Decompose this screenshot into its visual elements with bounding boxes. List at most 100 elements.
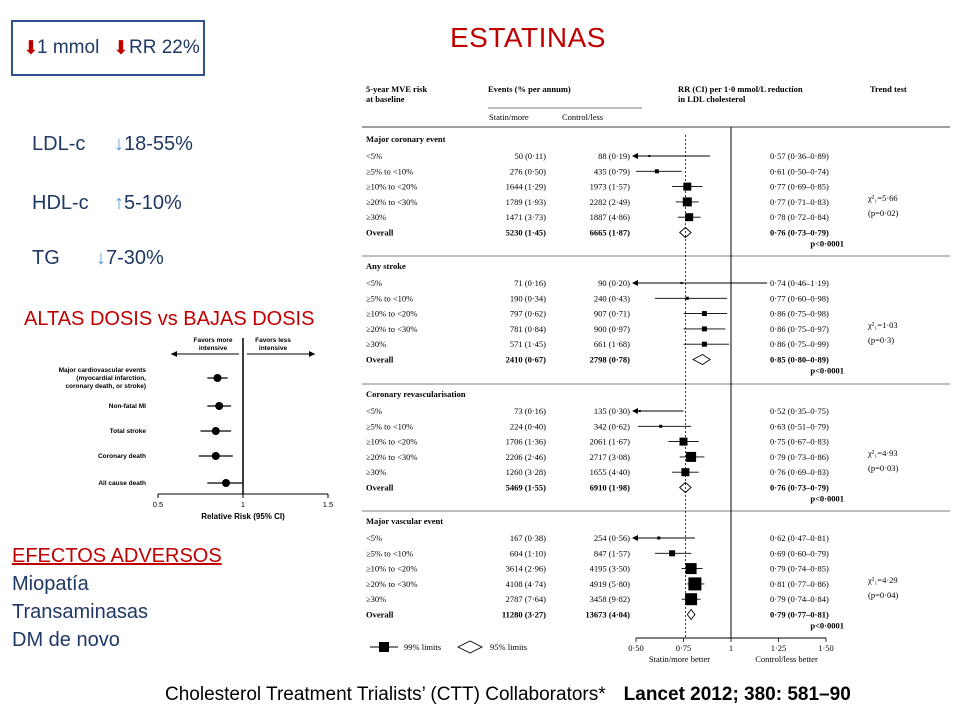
statin-events: 1789 (1·93) bbox=[506, 197, 547, 207]
statin-events: 71 (0·16) bbox=[514, 278, 546, 288]
citation-reference: Lancet 2012; 380: 581–90 bbox=[623, 684, 851, 705]
point-estimate bbox=[685, 563, 697, 575]
favors-right-label: intensive bbox=[259, 345, 288, 352]
trend-p: (p=0·3) bbox=[868, 335, 894, 345]
rr-ci: 0·76 (0·73–0·79) bbox=[770, 483, 829, 493]
trend-p: (p=0·03) bbox=[868, 463, 898, 473]
rr-ci: 0·74 (0·46–1·19) bbox=[770, 278, 829, 288]
header-rr: RR (CI) per 1·0 mmol/L reduction bbox=[678, 84, 803, 94]
x-tick-label: 0·50 bbox=[628, 643, 644, 653]
statin-events: 3614 (2·96) bbox=[506, 564, 547, 574]
overall-diamond bbox=[692, 353, 711, 366]
citation: Cholesterol Treatment Trialists’ (CTT) C… bbox=[165, 684, 851, 706]
rr-ci: 0·63 (0·51–0·79) bbox=[770, 421, 829, 431]
row-label: All cause death bbox=[98, 480, 146, 487]
legend-diamond-icon bbox=[456, 640, 484, 654]
rr-ci: 0·76 (0·73–0·79) bbox=[770, 228, 829, 238]
rr-ci: 0·75 (0·67–0·83) bbox=[770, 437, 829, 447]
adverse-effects-title: EFECTOS ADVERSOS bbox=[12, 545, 222, 567]
control-events: 1655 (4·40) bbox=[590, 467, 631, 477]
axis-right-label: Control/less better bbox=[755, 654, 818, 664]
rr-ci: 0·57 (0·36–0·89) bbox=[770, 151, 829, 161]
section-title: Any stroke bbox=[366, 261, 406, 271]
row-label: Coronary death bbox=[98, 453, 146, 460]
lipid-name: TG bbox=[32, 247, 60, 269]
header-risk: 5-year MVE risk bbox=[366, 84, 427, 94]
control-events: 6910 (1·98) bbox=[590, 483, 631, 493]
row-label: Overall bbox=[366, 610, 394, 620]
point-estimate bbox=[701, 326, 707, 332]
control-events: 254 (0·56) bbox=[594, 533, 630, 543]
section-title: Major coronary event bbox=[366, 134, 446, 144]
control-events: 342 (0·62) bbox=[594, 421, 630, 431]
arrow-right-icon bbox=[309, 351, 315, 357]
point-estimate bbox=[688, 577, 702, 591]
p-value: p<0·0001 bbox=[810, 621, 844, 631]
dose-comparison-title: ALTAS DOSIS vs BAJAS DOSIS bbox=[24, 308, 315, 330]
rr-ci: 0·77 (0·69–0·85) bbox=[770, 182, 829, 192]
adverse-item: Miopatía bbox=[12, 573, 89, 595]
trend-p: (p=0·04) bbox=[868, 590, 898, 600]
control-events: 2282 (2·49) bbox=[590, 197, 631, 207]
statin-events: 167 (0·38) bbox=[510, 533, 546, 543]
lipid-value: 5-10% bbox=[124, 192, 182, 214]
rr-ci: 0·79 (0·74–0·84) bbox=[770, 594, 829, 604]
row-label: ≥5% to <10% bbox=[366, 166, 413, 176]
trend-chi: χ²₁=4·29 bbox=[867, 575, 898, 585]
statin-events: 224 (0·40) bbox=[510, 421, 546, 431]
statin-events: 1471 (3·73) bbox=[506, 212, 547, 222]
row-label: ≥30% bbox=[366, 212, 386, 222]
x-tick-label: 0.5 bbox=[153, 500, 163, 509]
point-estimate bbox=[683, 182, 692, 191]
row-label: ≥10% to <20% bbox=[366, 564, 417, 574]
statin-events: 190 (0·34) bbox=[510, 293, 546, 303]
row-label: ≥10% to <20% bbox=[366, 182, 417, 192]
point-estimate bbox=[682, 197, 692, 207]
control-events: 135 (0·30) bbox=[594, 406, 630, 416]
control-events: 2061 (1·67) bbox=[590, 437, 631, 447]
statin-events: 11280 (3·27) bbox=[502, 610, 546, 620]
trend-chi: χ²₁=1·03 bbox=[867, 320, 898, 330]
arrow-down-icon: ⬇ bbox=[23, 38, 39, 59]
statin-events: 781 (0·84) bbox=[510, 324, 546, 334]
adverse-item: Transaminasas bbox=[12, 601, 148, 623]
statin-events: 2787 (7·64) bbox=[506, 594, 547, 604]
statin-events: 1706 (1·36) bbox=[506, 437, 547, 447]
legend-square-icon bbox=[379, 642, 389, 652]
rr-ci: 0·86 (0·75–0·98) bbox=[770, 309, 829, 319]
point-estimate bbox=[657, 536, 661, 540]
point-estimate bbox=[211, 427, 220, 435]
point-estimate bbox=[648, 155, 651, 157]
row-label: (myocardial infarction, bbox=[76, 375, 146, 382]
point-estimate bbox=[679, 437, 688, 446]
statin-events: 2206 (2·46) bbox=[506, 452, 547, 462]
arrow-left-icon bbox=[632, 535, 638, 541]
rr-ci: 0·78 (0·72–0·84) bbox=[770, 212, 829, 222]
legend-filled-label: 99% limits bbox=[404, 642, 441, 652]
arrow-left-icon bbox=[632, 408, 638, 414]
statin-events: 4108 (4·74) bbox=[506, 579, 547, 589]
point-estimate bbox=[215, 402, 224, 410]
section-title: Major vascular event bbox=[366, 516, 443, 526]
point-estimate bbox=[685, 593, 698, 606]
point-estimate bbox=[659, 424, 663, 428]
favors-left-label: intensive bbox=[199, 345, 228, 352]
row-label: ≥5% to <10% bbox=[366, 421, 413, 431]
statin-events: 50 (0·11) bbox=[514, 151, 546, 161]
statin-events: 5230 (1·45) bbox=[506, 228, 547, 238]
statin-events: 1644 (1·29) bbox=[506, 182, 547, 192]
row-label: <5% bbox=[366, 533, 382, 543]
slide-title: ESTATINAS bbox=[450, 22, 606, 53]
favors-left-label: Favors more bbox=[193, 337, 232, 344]
point-estimate bbox=[213, 374, 222, 382]
row-label: ≥5% to <10% bbox=[366, 293, 413, 303]
lipid-tg: TG ↓7-30% bbox=[32, 247, 164, 270]
row-label: ≥30% bbox=[366, 467, 386, 477]
row-label: ≥20% to <30% bbox=[366, 579, 417, 589]
row-label: ≥20% to <30% bbox=[366, 324, 417, 334]
rr-ci: 0·62 (0·47–0·81) bbox=[770, 533, 829, 543]
control-events: 2717 (3·08) bbox=[590, 452, 631, 462]
control-events: 435 (0·79) bbox=[594, 166, 630, 176]
point-estimate bbox=[654, 169, 659, 174]
